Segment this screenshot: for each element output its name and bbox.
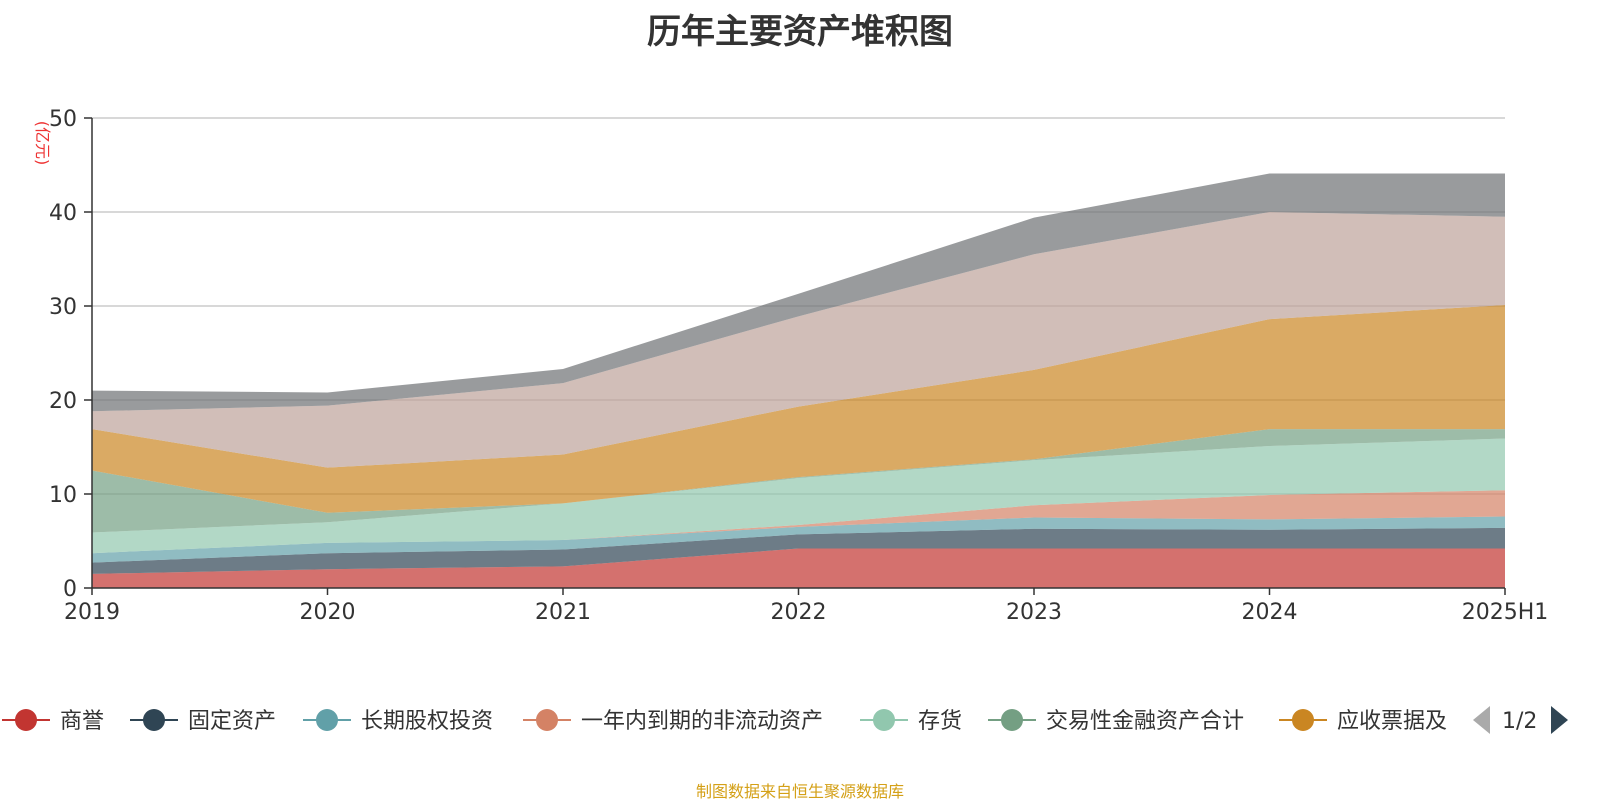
legend-marker-icon — [1292, 709, 1314, 731]
area-series-8 — [92, 173, 1505, 412]
legend-label: 交易性金融资产合计 — [1046, 709, 1244, 734]
legend-marker-icon — [316, 709, 338, 731]
legend-next-page-icon[interactable] — [1551, 706, 1568, 734]
y-axis-unit-label: (亿元) — [33, 121, 52, 166]
y-tick-label: 50 — [49, 107, 77, 132]
legend-item[interactable]: 应收票据及 — [1279, 709, 1447, 734]
area-series-1 — [92, 527, 1505, 574]
y-tick-label: 30 — [49, 295, 77, 320]
x-tick-label: 2023 — [1006, 600, 1062, 625]
legend-marker-icon — [15, 709, 37, 731]
legend-label: 存货 — [918, 709, 962, 734]
area-series-7 — [92, 212, 1505, 468]
x-tick-label: 2019 — [64, 600, 120, 625]
legend-item[interactable]: 存货 — [860, 709, 962, 734]
area-series-2 — [92, 516, 1505, 563]
legend-page-indicator: 1/2 — [1502, 709, 1537, 734]
legend-pager: 1/2 — [1473, 706, 1568, 734]
x-tick-label: 2021 — [535, 600, 591, 625]
area-series-layer — [92, 173, 1505, 588]
legend-marker-icon — [143, 709, 165, 731]
legend-marker-icon — [873, 709, 895, 731]
y-tick-label: 0 — [63, 577, 77, 602]
legend-marker-icon — [1001, 709, 1023, 731]
legend-item[interactable]: 交易性金融资产合计 — [988, 709, 1244, 734]
chart-title: 历年主要资产堆积图 — [647, 12, 953, 52]
legend-label: 商誉 — [60, 709, 104, 734]
y-tick-label: 20 — [49, 389, 77, 414]
area-series-5 — [92, 429, 1505, 533]
x-tick-label: 2020 — [300, 600, 356, 625]
area-series-3 — [92, 490, 1505, 554]
area-series-0 — [92, 548, 1505, 588]
axes: 0 10 20 30 40 50 2019 2020 2021 2022 2023 2024 2025H… — [49, 107, 1548, 625]
y-tick-label: 40 — [49, 201, 77, 226]
legend-label: 长期股权投资 — [361, 709, 493, 734]
legend-marker-icon — [536, 709, 558, 731]
area-series-6 — [92, 305, 1505, 513]
legend-item[interactable]: 一年内到期的非流动资产 — [523, 709, 823, 734]
legend-item[interactable]: 商誉 — [2, 709, 104, 734]
legend-label: 一年内到期的非流动资产 — [581, 709, 823, 734]
legend-prev-page-icon[interactable] — [1473, 706, 1490, 734]
legend: 商誉 固定资产 长期股权投资 一年内到期的非流动资产 存货 交易性金融资产合计 应收票据及 — [2, 709, 1447, 734]
legend-label: 应收票据及 — [1337, 709, 1447, 734]
source-note: 制图数据来自恒生聚源数据库 — [695, 782, 904, 801]
legend-item[interactable]: 长期股权投资 — [303, 709, 493, 734]
legend-label: 固定资产 — [188, 709, 276, 734]
x-tick-label: 2022 — [771, 600, 827, 625]
x-tick-label: 2024 — [1242, 600, 1298, 625]
area-series-4 — [92, 438, 1505, 554]
y-tick-label: 10 — [49, 483, 77, 508]
x-tick-label: 2025H1 — [1462, 600, 1549, 625]
legend-item[interactable]: 固定资产 — [130, 709, 276, 734]
